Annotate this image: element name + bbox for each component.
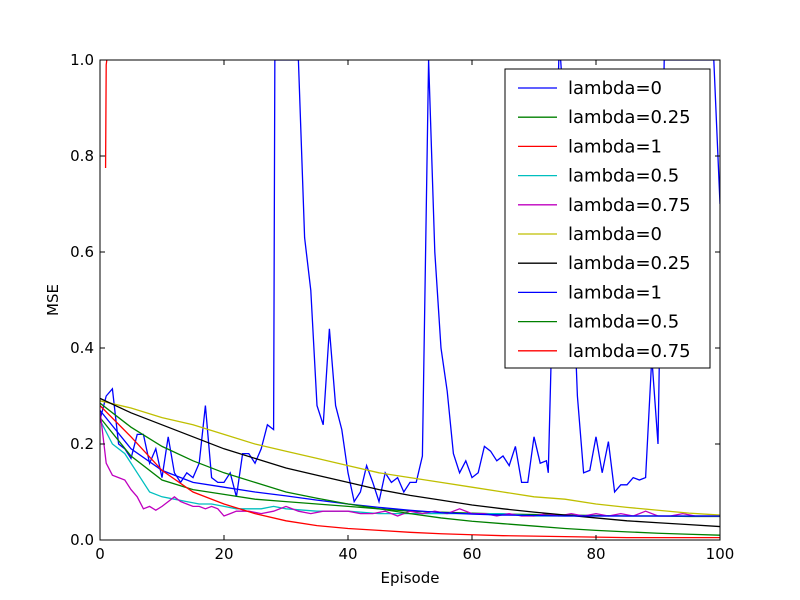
- legend-box: [504, 68, 711, 369]
- series-line-9: [100, 405, 720, 539]
- legend-label: lambda=0.75: [568, 341, 691, 362]
- x-tick-label: 80: [586, 545, 605, 563]
- plot-frame: [99, 59, 721, 541]
- y-tick-label: 0.2: [70, 435, 94, 453]
- y-tick-label: 0.6: [70, 243, 94, 261]
- series-line-4: [100, 410, 720, 517]
- x-tick-label: 100: [706, 545, 735, 563]
- series-line-8: [100, 402, 720, 536]
- legend-label: lambda=0: [568, 78, 662, 99]
- series-line-3: [100, 419, 720, 517]
- legend-label: lambda=0: [568, 224, 662, 245]
- series-line-7: [100, 409, 720, 517]
- legend-label: lambda=0.75: [568, 195, 691, 216]
- legend-label: lambda=0.25: [568, 253, 691, 274]
- legend-label: lambda=1: [568, 282, 662, 303]
- x-tick-label: 20: [214, 545, 233, 563]
- legend-label: lambda=1: [568, 136, 662, 157]
- series-line-5: [100, 400, 720, 516]
- x-axis-label: Episode: [381, 569, 440, 587]
- y-tick-label: 0.8: [70, 147, 94, 165]
- series-layer: [100, 60, 720, 539]
- y-tick-label: 1.0: [70, 51, 94, 69]
- legend: lambda=0 lambda=0.25 lambda=1 lambda=0.5 lam…: [504, 68, 711, 369]
- series-line-1: [100, 417, 720, 518]
- series-line-2: [104, 60, 108, 169]
- x-tick-label: 60: [462, 545, 481, 563]
- x-tick-label: 40: [338, 545, 357, 563]
- series-line-6: [100, 397, 720, 528]
- legend-label: lambda=0.5: [568, 312, 679, 333]
- legend-label: lambda=0.5: [568, 166, 679, 187]
- ticks-layer: 0 20 40 60 80 100 0.0 0.2 0.4 0.6 0.8 1.0: [70, 51, 734, 563]
- y-tick-label: 0.4: [70, 339, 94, 357]
- y-axis-label: MSE: [44, 284, 62, 316]
- x-tick-label: 0: [95, 545, 105, 563]
- legend-label: lambda=0.25: [568, 107, 691, 128]
- series-line-0: [100, 60, 720, 505]
- y-tick-label: 0.0: [70, 531, 94, 549]
